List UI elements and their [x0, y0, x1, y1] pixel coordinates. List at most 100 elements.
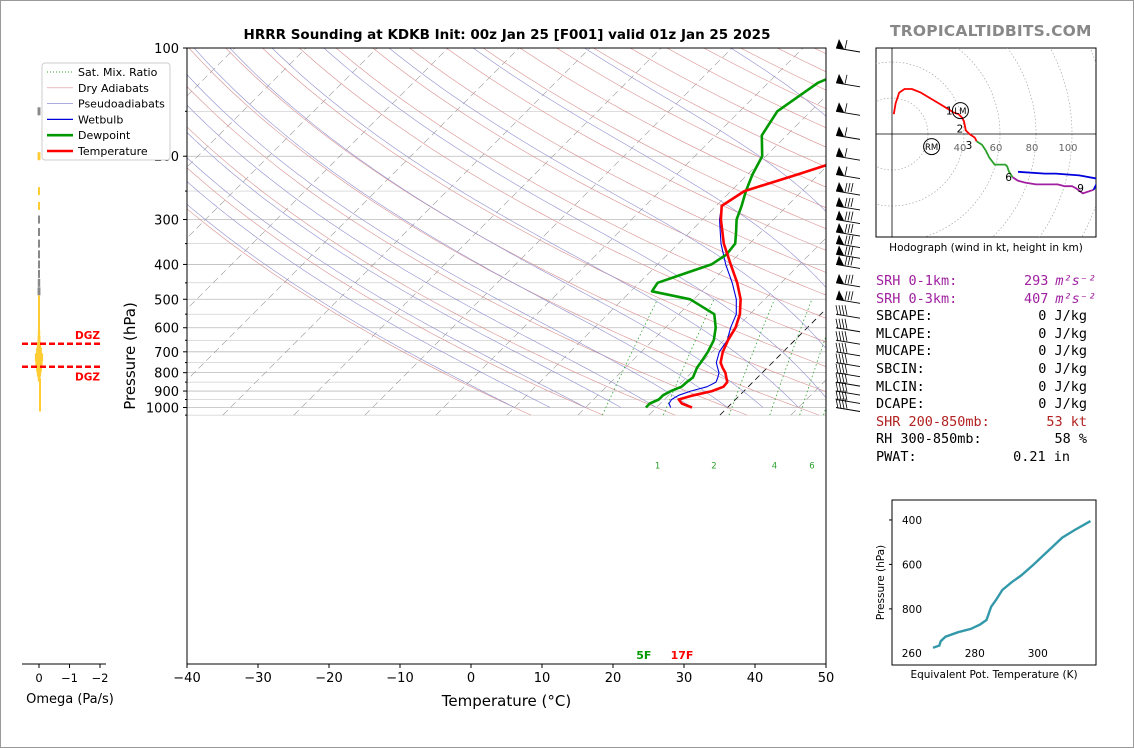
omega-bar: [39, 382, 41, 391]
y-tick-label: 600: [154, 322, 179, 337]
omega-bar: [37, 152, 41, 161]
index-value: 0 J/kg: [1038, 343, 1087, 360]
wind-barb: [835, 182, 861, 196]
wind-barb: [835, 196, 861, 211]
isotherm: [577, 166, 826, 416]
index-row: MUCAPE: 0 J/kg: [876, 343, 1106, 361]
skewt-profiles: [644, 77, 826, 409]
hodograph-trace: [892, 88, 978, 142]
omega-bar: [37, 107, 41, 116]
index-unit: m²s⁻²: [1055, 273, 1096, 289]
index-value: 0 J/kg: [1038, 361, 1087, 377]
pseudoadiabat: [187, 157, 586, 408]
index-label: SRH 0-1km:: [876, 273, 958, 289]
brand-watermark: TROPICALTIDBITS.COM: [890, 22, 1092, 40]
isotherm: [187, 48, 378, 239]
wind-barb: [835, 245, 861, 259]
legend-label: Sat. Mix. Ratio: [78, 66, 158, 79]
wind-barb: [835, 234, 861, 249]
mixing-ratio-line: [769, 299, 813, 416]
y-tick-label: 800: [154, 367, 179, 382]
omega-bar: [39, 403, 41, 412]
x-tick-label: −20: [315, 671, 342, 686]
surface-dewpoint-label: 5F: [636, 649, 651, 662]
omega-bar: [38, 295, 40, 304]
index-row: DCAPE: 0 J/kg: [876, 396, 1106, 414]
wind-barb: [835, 390, 861, 404]
omega-bar: [39, 395, 41, 404]
isotherm: [187, 48, 520, 381]
omega-bar: [36, 363, 42, 372]
index-label: SRH 0-3km:: [876, 290, 958, 307]
skewt-plot-frame: [186, 47, 827, 665]
isotherm: [222, 48, 591, 416]
omega-bar: [38, 201, 40, 210]
dry-adiabat: [446, 48, 826, 251]
dry-adiabat: [519, 48, 826, 209]
omega-bar: [37, 278, 41, 287]
omega-bar: [39, 378, 41, 387]
x-tick-label: 50: [818, 671, 835, 686]
omega-bar: [38, 323, 40, 332]
wind-barb: [835, 318, 861, 333]
index-row: PWAT: 0.21 in: [876, 449, 1106, 467]
theta-e-x-axis-label: Equivalent Pot. Temperature (K): [910, 669, 1077, 681]
isotherm: [435, 48, 804, 416]
omega-bar: [34, 353, 44, 362]
index-unit: m²s⁻²: [1055, 290, 1096, 307]
omega-bar: [38, 302, 40, 311]
legend-label: Pseudoadiabats: [78, 98, 165, 111]
index-row: SBCIN: 0 J/kg: [876, 361, 1106, 379]
mixing-ratio-label: 8: [837, 462, 842, 472]
index-row: SRH 0-3km: 407 m²s⁻²: [876, 291, 1106, 309]
theta-e-x-tick-label: 300: [1028, 648, 1048, 660]
theta-e-x-tick-label: 280: [965, 648, 985, 660]
omega-bar: [38, 269, 40, 278]
index-label: MLCAPE:: [876, 325, 933, 342]
index-row: SBCAPE: 0 J/kg: [876, 308, 1106, 326]
index-row: MLCIN: 0 J/kg: [876, 379, 1106, 397]
wind-barb: [835, 353, 861, 368]
theta-e-y-tick-label: 600: [902, 559, 922, 571]
theta-e-panel: 260 280 300 400 600 800 Equivalent Pot. Temper…: [875, 499, 1097, 681]
hodograph-frame: [875, 47, 1097, 238]
omega-bar: [39, 387, 41, 396]
hodograph-ring-label: 60: [990, 143, 1003, 154]
index-number: 293: [1023, 273, 1049, 289]
dry-adiabat: [482, 48, 826, 230]
x-tick-label: 0: [467, 671, 475, 686]
index-label: MLCIN:: [876, 378, 925, 395]
wind-barb: [835, 331, 861, 345]
isotherm: [187, 48, 449, 310]
storm-motion-label: LM: [954, 107, 966, 117]
temperature-line: [677, 163, 826, 409]
dry-adiabat: [372, 48, 826, 296]
hodograph-height-label: 3: [966, 140, 973, 152]
y-tick-label: 300: [154, 214, 179, 229]
index-row: SHR 200-850mb: 53 kt: [876, 414, 1106, 432]
wind-barb: [835, 73, 861, 88]
hodograph-height-label: 1: [946, 106, 953, 118]
pseudoadiabat: [187, 181, 551, 408]
wind-barb: [835, 102, 861, 116]
hodograph-height-label: 9: [1077, 183, 1084, 195]
surface-temperature-label: 17F: [671, 649, 694, 662]
legend-box: [41, 62, 171, 161]
x-tick-label: 10: [534, 671, 551, 686]
hodograph-caption: Hodograph (wind in kt, height in km): [889, 242, 1083, 254]
wetbulb-line: [668, 190, 745, 408]
mixing-ratio-label: 1: [655, 462, 660, 472]
index-row: RH 300-850mb: 58 %: [876, 431, 1106, 449]
omega-bar: [37, 336, 41, 345]
omega-bar: [38, 317, 40, 326]
dry-adiabat: [335, 48, 826, 319]
mixing-ratio-label: 10: [856, 462, 867, 472]
isotherm: [293, 48, 662, 416]
dry-adiabat: [187, 126, 676, 416]
pseudoadiabat: [473, 48, 826, 288]
y-axis-label: Pressure (hPa): [121, 302, 139, 410]
wind-barb: [835, 223, 861, 237]
omega-bar: [38, 228, 40, 237]
y-tick-label: 1000: [146, 402, 179, 417]
